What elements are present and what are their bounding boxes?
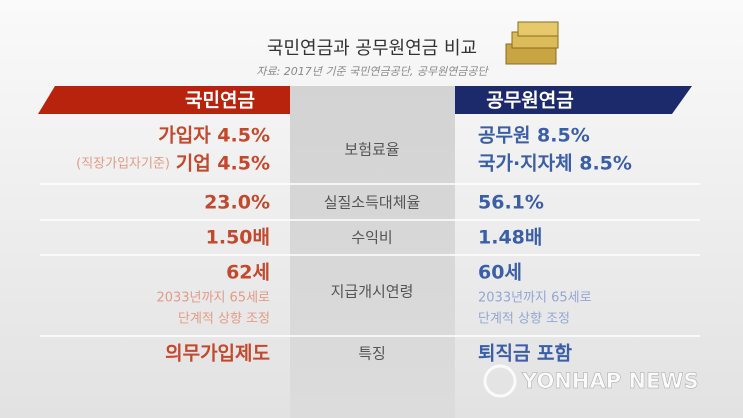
cell: 1.50배: [206, 227, 270, 249]
center-column: [290, 86, 455, 418]
row-label: 수익비: [351, 229, 392, 247]
left-header-bar: [38, 86, 290, 114]
cell-sub: 단계적 상향 조정: [178, 312, 270, 327]
separators: [40, 183, 700, 337]
cell: 1.48배: [478, 227, 542, 249]
source: 자료: 2017년 기준 국민연금공단, 공무원연금공단: [256, 65, 489, 78]
cell-sub: 단계적 상향 조정: [478, 312, 570, 327]
title: 국민연금과 공무원연금 비교: [267, 38, 477, 59]
watermark: YONHAP NEWS: [521, 369, 699, 393]
money-icon: [505, 21, 559, 65]
cell: 의무가입제도: [165, 343, 270, 365]
left-header: 국민연금: [185, 90, 255, 112]
row-label: 지급개시연령: [331, 283, 414, 301]
right-header: 공무원연금: [486, 90, 573, 112]
cell: 23.0%: [204, 192, 270, 214]
cell: 퇴직금 포함: [478, 343, 573, 365]
cell: 56.1%: [478, 192, 544, 214]
watermark-logo: [483, 364, 517, 398]
cell-sub: 2033년까지 65세로: [156, 291, 270, 306]
cell: 국가·지자체 8.5%: [478, 153, 632, 175]
cell: 62세: [226, 262, 270, 284]
cell: 가입자 4.5%: [158, 125, 270, 147]
right-header-bar: [455, 86, 692, 114]
row-label: 특징: [358, 345, 386, 363]
cell-note: (직장가입자기준): [76, 157, 170, 172]
row-label: 실질소득대체율: [324, 194, 421, 212]
cell: 공무원 8.5%: [478, 125, 590, 147]
cell: 60세: [478, 262, 522, 284]
cell-sub: 2033년까지 65세로: [478, 291, 592, 306]
cell: 기업 4.5%: [176, 153, 270, 175]
row-label: 보험료율: [344, 141, 399, 159]
